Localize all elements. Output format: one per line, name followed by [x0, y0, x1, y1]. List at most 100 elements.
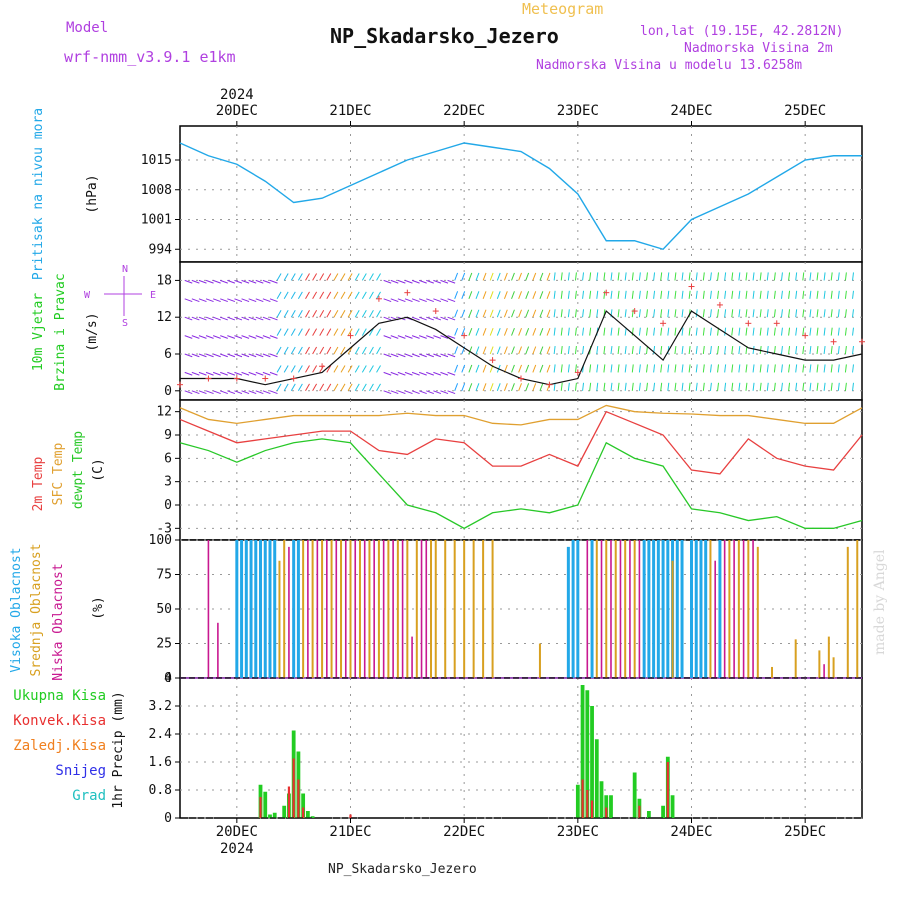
wind-arrow — [397, 371, 406, 376]
wind-arrow — [440, 390, 449, 395]
x-year-bottom: 2024 — [220, 841, 254, 857]
wind-arrow — [702, 309, 705, 318]
wind-arrow — [773, 345, 776, 355]
wind-arrow — [511, 346, 515, 355]
wind-arrow — [191, 316, 200, 321]
wind-arrow — [234, 316, 243, 321]
temp-unit: (C) — [91, 458, 106, 481]
wind-arrow — [255, 390, 264, 395]
wind-arrow — [326, 273, 332, 281]
wind-arrow — [191, 335, 200, 339]
wind-arrow — [830, 290, 833, 299]
wind-arrow — [738, 327, 741, 336]
wind-arrow — [269, 371, 278, 376]
wind-arrow — [539, 272, 544, 281]
total-precip-bar — [268, 814, 272, 818]
wind-arrow — [702, 327, 705, 336]
wind-arrow — [660, 364, 663, 373]
wind-arrow — [376, 291, 381, 300]
wind-arrow — [518, 383, 522, 391]
wind-arrow — [780, 345, 783, 355]
wind-arrow — [205, 371, 214, 376]
wind-arrow — [255, 298, 264, 303]
wind-arrow — [333, 365, 339, 373]
wind-arrow — [489, 291, 494, 299]
wind-arrow — [227, 371, 236, 376]
dewpt-ylabel: dewpt Temp — [71, 431, 86, 509]
wind-arrow — [823, 382, 826, 391]
wind-arrow — [646, 290, 648, 299]
wind-arrow — [646, 272, 648, 281]
wind-arrow — [532, 383, 537, 391]
wind-arrow — [333, 346, 339, 355]
wind-arrow — [560, 272, 563, 281]
wind-arrow — [532, 309, 537, 318]
wind-arrow — [205, 279, 214, 284]
model-name: wrf-nmm_v3.9.1 e1km — [64, 48, 236, 66]
wind-arrow — [567, 290, 570, 299]
wind-arrow — [290, 383, 296, 392]
wind-arrow — [759, 327, 762, 336]
precip-ytick-label: 0.8 — [149, 783, 172, 798]
wind-arrow — [468, 309, 473, 318]
wind-arrow — [766, 327, 769, 336]
total-precip-bar — [263, 791, 268, 818]
wind-arrow — [766, 364, 769, 373]
wind-arrow — [290, 273, 296, 281]
wind-arrow — [241, 279, 250, 284]
model-elevation-label: Nadmorska Visina u modelu 13.6258m — [536, 58, 803, 73]
wind-arrow — [297, 383, 303, 392]
model-label: Model — [66, 20, 109, 36]
wind-arrow — [646, 309, 648, 318]
wind-arrow — [589, 309, 592, 318]
precip-ytick-label: 4 — [164, 671, 172, 686]
wind-arrow — [212, 279, 221, 284]
wind-arrow — [326, 383, 332, 392]
clouds-ytick-label: 100 — [149, 533, 172, 548]
wind-arrow — [795, 290, 798, 299]
wind-arrow — [347, 365, 353, 373]
wind-arrow — [546, 364, 551, 373]
x-tick-top: 20DEC — [216, 103, 258, 119]
wind-arrow — [419, 279, 427, 284]
wind-arrow — [305, 328, 310, 336]
wind-arrow — [695, 345, 698, 355]
wind-arrow — [546, 309, 551, 318]
wind-arrow — [248, 353, 257, 358]
wind-arrow — [397, 298, 406, 303]
wind-arrow — [326, 310, 332, 318]
wind-arrow — [241, 371, 250, 376]
wind-arrow — [369, 291, 374, 300]
wind-arrow — [603, 345, 606, 355]
temperature-ytick-label: -3 — [156, 521, 172, 536]
compass-e: E — [150, 290, 156, 301]
wind-arrow — [830, 327, 833, 336]
wind-arrow — [567, 382, 570, 391]
total-precip-bar — [599, 781, 604, 818]
wind-arrow — [489, 327, 494, 336]
wind-arrow — [503, 327, 508, 336]
wind-arrow — [433, 353, 442, 358]
wind-arrow — [461, 327, 466, 336]
wind-arrow — [283, 365, 289, 373]
wind-arrow — [454, 346, 459, 355]
wind-arrow — [276, 383, 282, 392]
wind-arrow — [631, 345, 634, 355]
conv-precip-bar — [287, 786, 291, 818]
wind-arrow — [780, 309, 783, 318]
wind-arrow — [489, 309, 494, 318]
wind-arrow — [496, 272, 501, 281]
wind-arrow — [738, 345, 741, 355]
wind-arrow — [667, 327, 670, 336]
wind-arrow — [503, 309, 508, 318]
wind-arrow — [354, 328, 360, 336]
pressure-ylabel: Pritisak na nivou mora — [31, 108, 46, 280]
wind-arrow — [702, 364, 705, 373]
wind-arrow — [802, 382, 805, 391]
wind-arrow — [724, 309, 727, 318]
wind-arrow — [717, 345, 720, 355]
wind-arrow — [191, 353, 200, 358]
wind-arrow — [631, 290, 634, 299]
x-tick-top: 24DEC — [670, 103, 712, 119]
